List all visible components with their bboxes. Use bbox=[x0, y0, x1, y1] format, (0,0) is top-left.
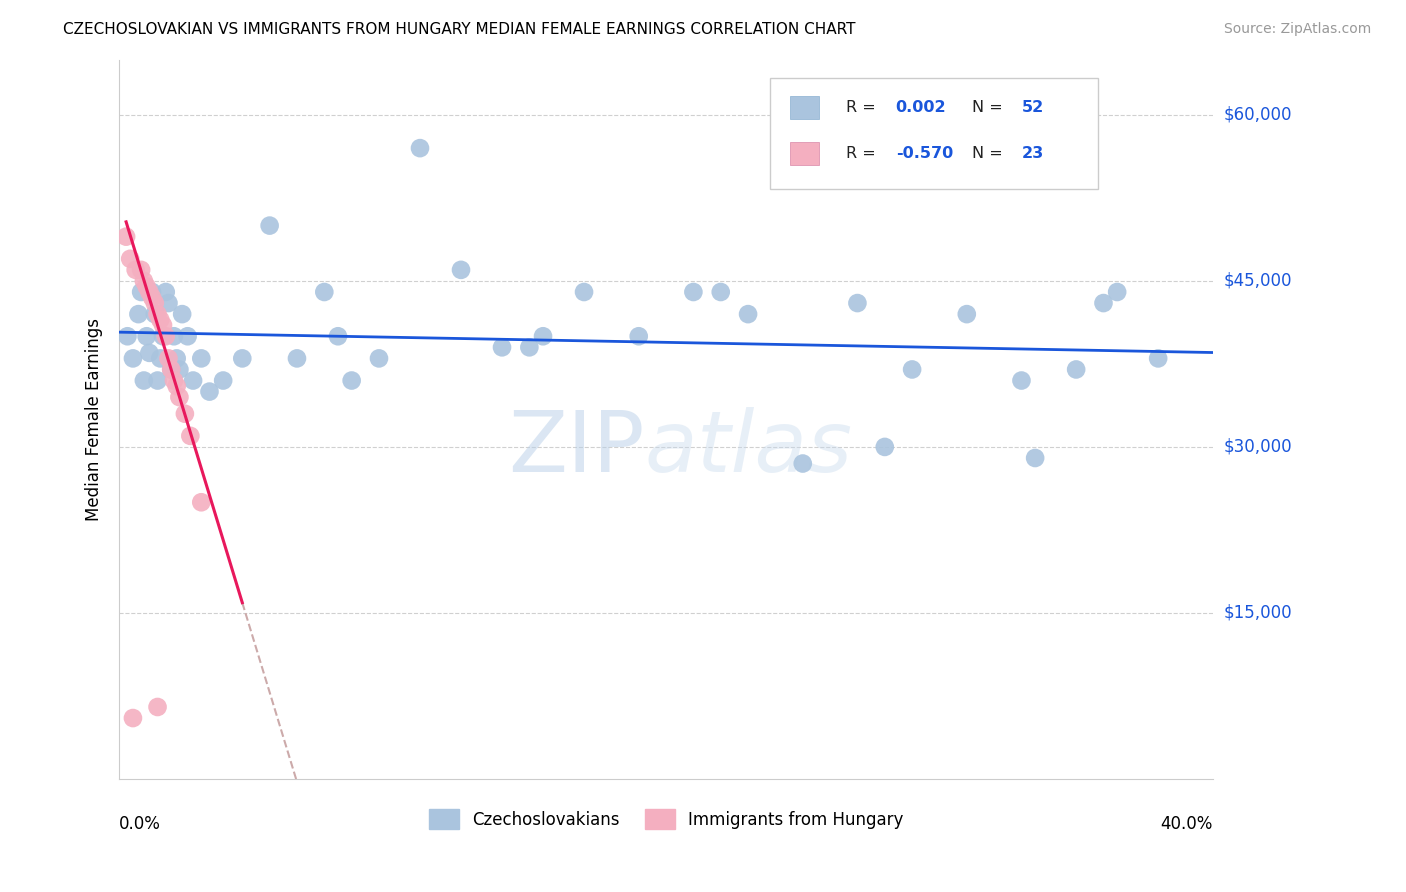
Point bbox=[627, 329, 650, 343]
Point bbox=[169, 362, 191, 376]
Point bbox=[152, 329, 174, 343]
Point bbox=[157, 351, 180, 366]
Point bbox=[846, 296, 869, 310]
Point bbox=[259, 219, 281, 233]
Point bbox=[1011, 374, 1033, 388]
Point bbox=[163, 374, 186, 388]
Point bbox=[198, 384, 221, 399]
Point bbox=[132, 374, 155, 388]
Text: CZECHOSLOVAKIAN VS IMMIGRANTS FROM HUNGARY MEDIAN FEMALE EARNINGS CORRELATION CH: CZECHOSLOVAKIAN VS IMMIGRANTS FROM HUNGA… bbox=[63, 22, 856, 37]
Text: 0.002: 0.002 bbox=[896, 100, 946, 115]
Point bbox=[792, 457, 814, 471]
Text: N =: N = bbox=[973, 100, 1007, 115]
Point bbox=[135, 329, 157, 343]
Point bbox=[181, 374, 204, 388]
Point bbox=[314, 285, 336, 299]
Point bbox=[129, 285, 152, 299]
Point bbox=[149, 312, 172, 326]
Point bbox=[122, 711, 145, 725]
Point bbox=[166, 351, 188, 366]
Point bbox=[138, 285, 160, 299]
Point bbox=[1092, 296, 1115, 310]
Text: R =: R = bbox=[846, 100, 880, 115]
Point bbox=[956, 307, 979, 321]
Point bbox=[190, 351, 212, 366]
Point bbox=[124, 263, 146, 277]
Point bbox=[1064, 362, 1087, 376]
Text: N =: N = bbox=[973, 145, 1007, 161]
Text: 23: 23 bbox=[1022, 145, 1043, 161]
Point bbox=[141, 291, 163, 305]
Point bbox=[409, 141, 432, 155]
Point bbox=[1107, 285, 1129, 299]
Point bbox=[155, 285, 177, 299]
Point bbox=[122, 351, 145, 366]
Point bbox=[285, 351, 308, 366]
Point bbox=[135, 279, 157, 293]
Point bbox=[172, 307, 194, 321]
Point bbox=[173, 407, 195, 421]
Text: $15,000: $15,000 bbox=[1225, 604, 1292, 622]
Point bbox=[873, 440, 896, 454]
Point bbox=[710, 285, 733, 299]
Point bbox=[160, 362, 183, 376]
Text: 40.0%: 40.0% bbox=[1160, 815, 1213, 833]
Point bbox=[169, 390, 191, 404]
Text: ZIP: ZIP bbox=[508, 407, 644, 490]
Y-axis label: Median Female Earnings: Median Female Earnings bbox=[86, 318, 103, 521]
Text: Source: ZipAtlas.com: Source: ZipAtlas.com bbox=[1223, 22, 1371, 37]
Point bbox=[901, 362, 924, 376]
Text: R =: R = bbox=[846, 145, 880, 161]
Point bbox=[176, 329, 198, 343]
FancyBboxPatch shape bbox=[790, 96, 820, 120]
Text: 52: 52 bbox=[1022, 100, 1043, 115]
Point bbox=[190, 495, 212, 509]
Point bbox=[737, 307, 759, 321]
Point bbox=[519, 340, 541, 354]
Text: 0.0%: 0.0% bbox=[120, 815, 162, 833]
Point bbox=[682, 285, 704, 299]
Point bbox=[531, 329, 554, 343]
Point bbox=[160, 362, 183, 376]
Text: atlas: atlas bbox=[644, 407, 852, 490]
Point bbox=[450, 263, 472, 277]
Point bbox=[212, 374, 235, 388]
Point bbox=[127, 307, 149, 321]
Text: $45,000: $45,000 bbox=[1225, 272, 1292, 290]
Text: -0.570: -0.570 bbox=[896, 145, 953, 161]
Point bbox=[179, 429, 201, 443]
Point bbox=[491, 340, 513, 354]
Point bbox=[155, 329, 177, 343]
Text: $30,000: $30,000 bbox=[1225, 438, 1292, 456]
Point bbox=[157, 296, 180, 310]
Point bbox=[326, 329, 349, 343]
Point bbox=[231, 351, 253, 366]
Point bbox=[129, 263, 152, 277]
Point bbox=[143, 296, 166, 310]
Point bbox=[143, 307, 166, 321]
Text: $60,000: $60,000 bbox=[1225, 106, 1292, 124]
Point bbox=[120, 252, 142, 266]
Point bbox=[146, 700, 169, 714]
Point bbox=[149, 351, 172, 366]
FancyBboxPatch shape bbox=[790, 142, 820, 165]
Point bbox=[368, 351, 391, 366]
FancyBboxPatch shape bbox=[770, 78, 1098, 189]
Point bbox=[572, 285, 595, 299]
Point bbox=[138, 346, 160, 360]
Point bbox=[163, 329, 186, 343]
Point bbox=[340, 374, 363, 388]
Point bbox=[141, 285, 163, 299]
Legend: Czechoslovakians, Immigrants from Hungary: Czechoslovakians, Immigrants from Hungar… bbox=[422, 803, 910, 835]
Point bbox=[1024, 450, 1046, 465]
Point bbox=[115, 229, 138, 244]
Point bbox=[152, 318, 174, 333]
Point bbox=[1147, 351, 1170, 366]
Point bbox=[166, 379, 188, 393]
Point bbox=[132, 274, 155, 288]
Point bbox=[117, 329, 139, 343]
Point bbox=[146, 374, 169, 388]
Point bbox=[146, 307, 169, 321]
